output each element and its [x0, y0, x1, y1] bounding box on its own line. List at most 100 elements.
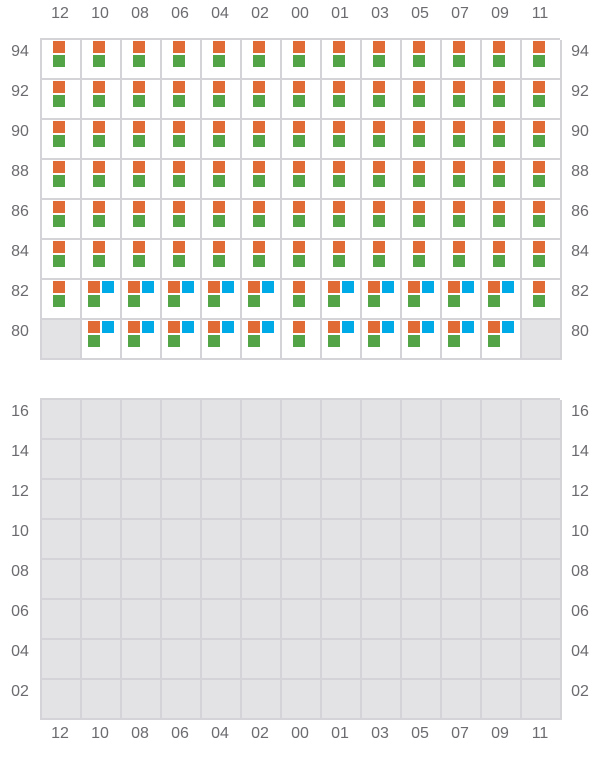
slot-08-12[interactable]: [42, 560, 82, 600]
slot-08-08[interactable]: [122, 560, 162, 600]
slot-08-04[interactable]: [202, 560, 242, 600]
slot-80-07[interactable]: [442, 320, 482, 360]
slot-84-01[interactable]: [322, 240, 362, 280]
slot-04-09[interactable]: [482, 640, 522, 680]
slot-80-04[interactable]: [202, 320, 242, 360]
slot-84-03[interactable]: [362, 240, 402, 280]
slot-90-09[interactable]: [482, 120, 522, 160]
slot-94-05[interactable]: [402, 40, 442, 80]
slot-12-02[interactable]: [242, 480, 282, 520]
slot-80-09[interactable]: [482, 320, 522, 360]
slot-16-00[interactable]: [282, 400, 322, 440]
slot-94-09[interactable]: [482, 40, 522, 80]
slot-92-03[interactable]: [362, 80, 402, 120]
slot-90-12[interactable]: [42, 120, 82, 160]
slot-12-10[interactable]: [82, 480, 122, 520]
slot-02-04[interactable]: [202, 680, 242, 720]
slot-12-11[interactable]: [522, 480, 562, 520]
slot-02-00[interactable]: [282, 680, 322, 720]
slot-12-01[interactable]: [322, 480, 362, 520]
slot-08-06[interactable]: [162, 560, 202, 600]
slot-16-12[interactable]: [42, 400, 82, 440]
slot-90-05[interactable]: [402, 120, 442, 160]
slot-16-09[interactable]: [482, 400, 522, 440]
slot-88-08[interactable]: [122, 160, 162, 200]
slot-10-01[interactable]: [322, 520, 362, 560]
slot-04-12[interactable]: [42, 640, 82, 680]
slot-14-02[interactable]: [242, 440, 282, 480]
slot-88-06[interactable]: [162, 160, 202, 200]
slot-80-12[interactable]: [42, 320, 82, 360]
slot-06-02[interactable]: [242, 600, 282, 640]
slot-84-09[interactable]: [482, 240, 522, 280]
slot-14-09[interactable]: [482, 440, 522, 480]
slot-14-07[interactable]: [442, 440, 482, 480]
slot-86-08[interactable]: [122, 200, 162, 240]
slot-06-06[interactable]: [162, 600, 202, 640]
slot-86-06[interactable]: [162, 200, 202, 240]
slot-80-00[interactable]: [282, 320, 322, 360]
slot-80-08[interactable]: [122, 320, 162, 360]
slot-90-01[interactable]: [322, 120, 362, 160]
slot-04-11[interactable]: [522, 640, 562, 680]
slot-80-11[interactable]: [522, 320, 562, 360]
slot-90-06[interactable]: [162, 120, 202, 160]
slot-84-08[interactable]: [122, 240, 162, 280]
slot-82-05[interactable]: [402, 280, 442, 320]
slot-04-06[interactable]: [162, 640, 202, 680]
slot-86-09[interactable]: [482, 200, 522, 240]
slot-84-05[interactable]: [402, 240, 442, 280]
slot-04-02[interactable]: [242, 640, 282, 680]
slot-84-12[interactable]: [42, 240, 82, 280]
slot-84-06[interactable]: [162, 240, 202, 280]
slot-02-09[interactable]: [482, 680, 522, 720]
slot-16-01[interactable]: [322, 400, 362, 440]
slot-92-04[interactable]: [202, 80, 242, 120]
slot-80-01[interactable]: [322, 320, 362, 360]
slot-82-02[interactable]: [242, 280, 282, 320]
slot-16-10[interactable]: [82, 400, 122, 440]
slot-82-04[interactable]: [202, 280, 242, 320]
slot-94-04[interactable]: [202, 40, 242, 80]
slot-10-12[interactable]: [42, 520, 82, 560]
slot-84-04[interactable]: [202, 240, 242, 280]
slot-88-02[interactable]: [242, 160, 282, 200]
slot-82-07[interactable]: [442, 280, 482, 320]
slot-12-09[interactable]: [482, 480, 522, 520]
slot-08-09[interactable]: [482, 560, 522, 600]
slot-10-02[interactable]: [242, 520, 282, 560]
slot-82-06[interactable]: [162, 280, 202, 320]
slot-06-05[interactable]: [402, 600, 442, 640]
slot-86-03[interactable]: [362, 200, 402, 240]
slot-02-03[interactable]: [362, 680, 402, 720]
slot-14-10[interactable]: [82, 440, 122, 480]
slot-92-00[interactable]: [282, 80, 322, 120]
slot-12-12[interactable]: [42, 480, 82, 520]
slot-82-12[interactable]: [42, 280, 82, 320]
slot-88-01[interactable]: [322, 160, 362, 200]
slot-86-04[interactable]: [202, 200, 242, 240]
slot-16-02[interactable]: [242, 400, 282, 440]
slot-88-07[interactable]: [442, 160, 482, 200]
slot-04-08[interactable]: [122, 640, 162, 680]
slot-10-10[interactable]: [82, 520, 122, 560]
slot-16-07[interactable]: [442, 400, 482, 440]
slot-02-12[interactable]: [42, 680, 82, 720]
slot-82-10[interactable]: [82, 280, 122, 320]
slot-12-00[interactable]: [282, 480, 322, 520]
slot-02-11[interactable]: [522, 680, 562, 720]
slot-08-03[interactable]: [362, 560, 402, 600]
slot-94-00[interactable]: [282, 40, 322, 80]
slot-06-12[interactable]: [42, 600, 82, 640]
slot-88-12[interactable]: [42, 160, 82, 200]
slot-06-04[interactable]: [202, 600, 242, 640]
slot-88-04[interactable]: [202, 160, 242, 200]
slot-14-12[interactable]: [42, 440, 82, 480]
slot-12-04[interactable]: [202, 480, 242, 520]
slot-10-06[interactable]: [162, 520, 202, 560]
slot-06-00[interactable]: [282, 600, 322, 640]
slot-10-05[interactable]: [402, 520, 442, 560]
slot-04-10[interactable]: [82, 640, 122, 680]
slot-14-08[interactable]: [122, 440, 162, 480]
slot-92-12[interactable]: [42, 80, 82, 120]
